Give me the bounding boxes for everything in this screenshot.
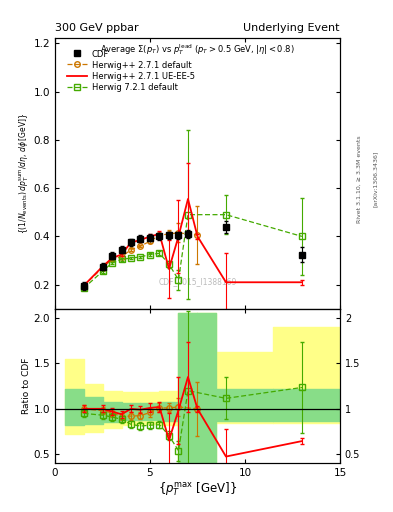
- X-axis label: $\{p_T^\mathrm{max}\ [\mathrm{GeV}]\}$: $\{p_T^\mathrm{max}\ [\mathrm{GeV}]\}$: [158, 481, 237, 499]
- Text: Underlying Event: Underlying Event: [243, 23, 340, 33]
- Y-axis label: $\{(1/N_\mathrm{events})\,dp_T^\mathrm{sum}/d\eta,\,d\phi\,[\mathrm{GeV}]\}$: $\{(1/N_\mathrm{events})\,dp_T^\mathrm{s…: [17, 113, 31, 234]
- Text: CDF_2015_I1388169: CDF_2015_I1388169: [158, 278, 237, 286]
- Legend: CDF, Herwig++ 2.7.1 default, Herwig++ 2.7.1 UE-EE-5, Herwig 7.2.1 default: CDF, Herwig++ 2.7.1 default, Herwig++ 2.…: [65, 48, 196, 94]
- Text: Average $\Sigma(p_T)$ vs $p_T^\mathrm{lead}$ ($p_T > 0.5$ GeV, $|\eta| < 0.8$): Average $\Sigma(p_T)$ vs $p_T^\mathrm{le…: [100, 42, 295, 57]
- Text: Rivet 3.1.10, ≥ 3.3M events: Rivet 3.1.10, ≥ 3.3M events: [357, 135, 362, 223]
- Y-axis label: Ratio to CDF: Ratio to CDF: [22, 358, 31, 414]
- Text: 300 GeV ppbar: 300 GeV ppbar: [55, 23, 139, 33]
- Text: [arXiv:1306.3436]: [arXiv:1306.3436]: [373, 151, 378, 207]
